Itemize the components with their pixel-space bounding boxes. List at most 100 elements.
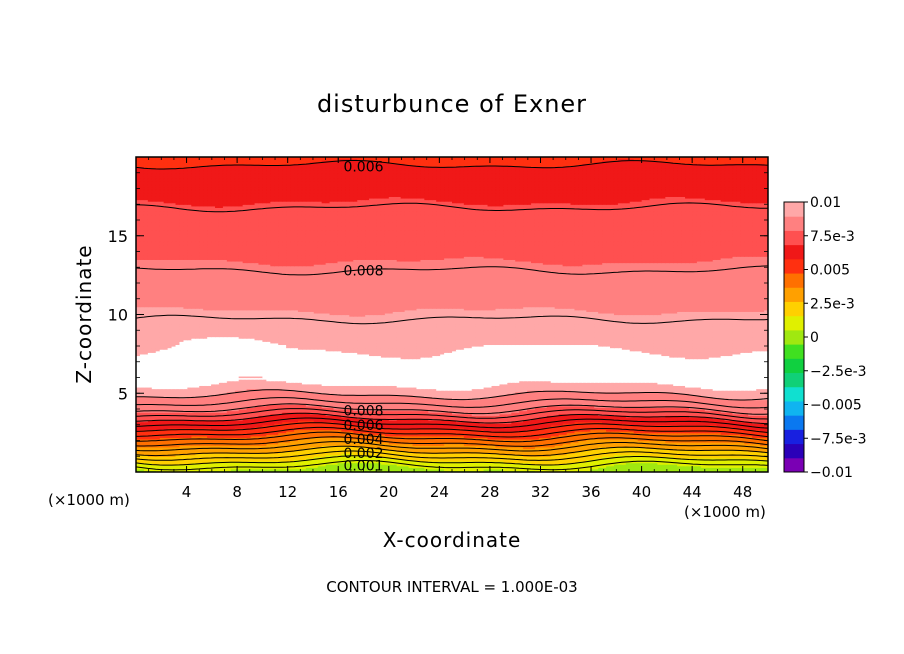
field-cell bbox=[199, 464, 204, 467]
field-cell bbox=[294, 442, 299, 445]
field-cell bbox=[408, 453, 414, 456]
field-cell bbox=[294, 468, 299, 472]
field-cell bbox=[175, 451, 181, 454]
field-cell bbox=[511, 453, 516, 456]
field-cell bbox=[586, 453, 591, 456]
field-cell bbox=[483, 448, 489, 451]
field-cell bbox=[538, 465, 544, 468]
field-cell bbox=[700, 445, 706, 448]
field-cell bbox=[696, 464, 702, 467]
field-cell bbox=[187, 464, 192, 467]
field-cell bbox=[566, 449, 572, 453]
field-cell bbox=[554, 465, 560, 468]
field-cell bbox=[329, 465, 335, 468]
field-cell bbox=[432, 462, 437, 465]
field-cell bbox=[610, 468, 615, 472]
field-cell bbox=[696, 462, 702, 465]
field-cell bbox=[704, 442, 710, 445]
field-cell bbox=[641, 465, 647, 468]
field-cell bbox=[365, 462, 370, 465]
field-cell bbox=[215, 470, 220, 472]
field-cell bbox=[610, 460, 615, 464]
field-cell bbox=[266, 448, 271, 451]
field-cell bbox=[203, 454, 208, 457]
field-cell bbox=[467, 449, 473, 453]
field-cell bbox=[448, 443, 453, 446]
field-cell bbox=[408, 467, 414, 470]
field-cell bbox=[538, 470, 544, 472]
field-cell bbox=[531, 457, 536, 460]
field-cell bbox=[207, 460, 212, 464]
field-cell bbox=[262, 454, 267, 457]
field-cell bbox=[495, 449, 500, 453]
field-cell bbox=[159, 460, 165, 464]
field-cell bbox=[594, 462, 599, 465]
field-cell bbox=[278, 453, 283, 456]
field-cell bbox=[167, 460, 173, 464]
field-cell bbox=[424, 453, 429, 456]
field-cell bbox=[400, 456, 406, 459]
field-cell bbox=[554, 445, 560, 448]
field-cell bbox=[384, 446, 390, 449]
field-cell bbox=[211, 468, 216, 472]
field-cell bbox=[582, 454, 587, 457]
field-cell bbox=[760, 456, 765, 459]
field-cell bbox=[337, 446, 342, 449]
field-cell bbox=[420, 454, 425, 457]
field-cell bbox=[531, 470, 536, 472]
field-cell bbox=[432, 445, 437, 448]
field-cell bbox=[542, 445, 548, 448]
field-cell bbox=[586, 467, 591, 470]
field-cell bbox=[369, 460, 374, 464]
field-cell bbox=[159, 443, 165, 446]
field-cell bbox=[159, 440, 165, 443]
field-cell bbox=[582, 448, 587, 451]
field-cell bbox=[313, 468, 319, 472]
field-cell bbox=[503, 448, 508, 451]
field-cell bbox=[187, 442, 192, 445]
field-cell bbox=[527, 442, 532, 445]
field-cell bbox=[554, 443, 560, 446]
field-cell bbox=[736, 453, 741, 456]
field-cell bbox=[234, 453, 240, 456]
field-cell bbox=[641, 459, 647, 462]
field-cell bbox=[732, 456, 737, 459]
field-cell bbox=[744, 456, 749, 459]
field-cell bbox=[712, 456, 718, 459]
field-cell bbox=[376, 446, 382, 449]
field-cell bbox=[313, 451, 319, 454]
field-cell bbox=[602, 456, 607, 459]
field-cell bbox=[708, 468, 714, 472]
field-cell bbox=[321, 442, 327, 445]
field-cell bbox=[258, 468, 263, 472]
field-cell bbox=[459, 470, 465, 472]
field-cell bbox=[748, 451, 753, 454]
field-cell bbox=[167, 462, 173, 465]
field-cell bbox=[373, 449, 378, 453]
field-cell bbox=[136, 443, 141, 446]
field-cell bbox=[369, 456, 374, 459]
field-cell bbox=[689, 457, 694, 460]
field-cell bbox=[598, 456, 603, 459]
field-cell bbox=[179, 449, 184, 453]
field-cell bbox=[452, 453, 457, 456]
field-cell bbox=[720, 449, 726, 453]
field-cell bbox=[317, 445, 323, 448]
field-cell bbox=[345, 459, 350, 462]
field-cell bbox=[582, 451, 587, 454]
field-cell bbox=[455, 453, 461, 456]
field-cell bbox=[266, 464, 271, 467]
field-cell bbox=[432, 457, 437, 460]
field-cell bbox=[764, 456, 768, 459]
field-cell bbox=[384, 457, 390, 460]
field-cell bbox=[657, 446, 662, 449]
field-cell bbox=[669, 442, 674, 445]
field-cell bbox=[724, 470, 730, 472]
field-cell bbox=[613, 448, 619, 451]
field-cell bbox=[147, 464, 153, 467]
field-cell bbox=[692, 454, 698, 457]
field-cell bbox=[625, 449, 631, 453]
field-cell bbox=[748, 457, 753, 460]
field-cell bbox=[147, 448, 153, 451]
field-cell bbox=[586, 446, 591, 449]
